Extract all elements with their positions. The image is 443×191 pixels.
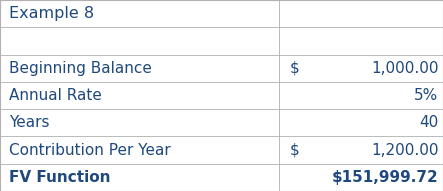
Text: Beginning Balance: Beginning Balance <box>9 61 152 76</box>
Text: 1,200.00: 1,200.00 <box>371 142 439 158</box>
Text: Contribution Per Year: Contribution Per Year <box>9 142 171 158</box>
Text: 40: 40 <box>420 115 439 130</box>
Text: 1,000.00: 1,000.00 <box>371 61 439 76</box>
Text: Annual Rate: Annual Rate <box>9 88 102 103</box>
Text: $: $ <box>290 142 300 158</box>
Text: 5%: 5% <box>414 88 439 103</box>
Text: Years: Years <box>9 115 49 130</box>
Text: $151,999.72: $151,999.72 <box>332 170 439 185</box>
Text: FV Function: FV Function <box>9 170 110 185</box>
Text: $: $ <box>290 61 300 76</box>
Text: Example 8: Example 8 <box>9 6 94 21</box>
